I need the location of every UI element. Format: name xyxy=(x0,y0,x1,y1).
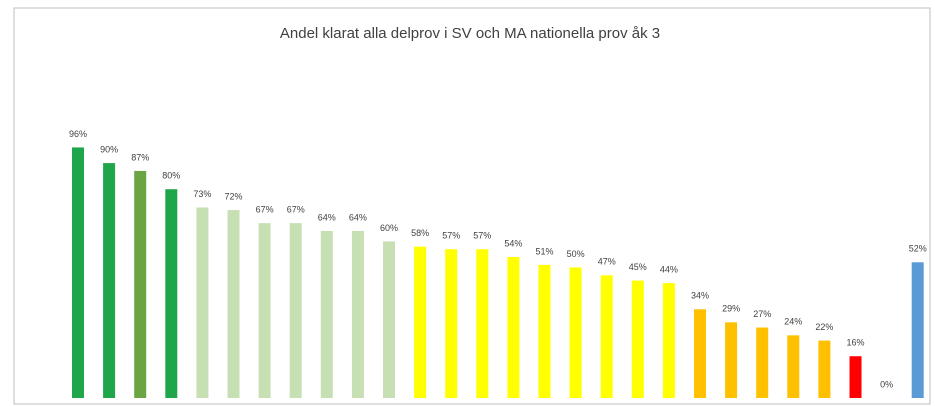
value-label: 44% xyxy=(660,265,678,275)
value-label: 22% xyxy=(815,322,833,332)
bar xyxy=(725,322,738,398)
value-label: 57% xyxy=(442,231,460,241)
bar xyxy=(258,223,271,398)
value-label: 64% xyxy=(318,212,336,222)
value-label: 16% xyxy=(846,338,864,348)
bar xyxy=(911,262,924,398)
value-label: 54% xyxy=(504,238,522,248)
bar xyxy=(351,230,364,398)
bar xyxy=(72,147,84,398)
value-label: 0% xyxy=(880,379,893,389)
value-label: 47% xyxy=(598,257,616,267)
value-label: 80% xyxy=(162,171,180,181)
value-label: 24% xyxy=(784,317,802,327)
bar xyxy=(289,223,302,398)
value-label: 64% xyxy=(349,212,367,222)
value-label: 29% xyxy=(722,304,740,314)
bar xyxy=(569,267,582,398)
value-label: 67% xyxy=(256,205,274,215)
value-label: 27% xyxy=(753,309,771,319)
value-label: 90% xyxy=(100,144,118,154)
bar xyxy=(631,280,644,398)
bar xyxy=(849,356,862,398)
bar xyxy=(383,241,395,398)
value-label: 45% xyxy=(629,262,647,272)
bar xyxy=(662,283,675,398)
value-label: 50% xyxy=(567,249,585,259)
value-label: 52% xyxy=(909,244,927,254)
value-label: 73% xyxy=(193,189,211,199)
value-label: 57% xyxy=(473,231,491,241)
bar xyxy=(507,257,520,398)
value-label: 58% xyxy=(411,228,429,238)
value-label: 51% xyxy=(535,246,553,256)
bar xyxy=(818,340,831,398)
chart-title: Andel klarat alla delprov i SV och MA na… xyxy=(280,25,660,42)
bar xyxy=(103,163,116,398)
value-label: 34% xyxy=(691,291,709,301)
value-label: 72% xyxy=(224,191,242,201)
value-label: 96% xyxy=(69,129,87,139)
bar xyxy=(600,275,613,398)
bar xyxy=(476,249,489,398)
bar xyxy=(756,327,769,398)
bar xyxy=(787,335,800,398)
bar xyxy=(196,207,209,398)
value-label: 60% xyxy=(380,223,398,233)
value-label: 67% xyxy=(287,205,305,215)
value-label: 87% xyxy=(131,152,149,162)
bar xyxy=(320,230,333,398)
bar xyxy=(227,210,240,398)
bar xyxy=(694,309,706,398)
bar xyxy=(414,246,427,398)
bar xyxy=(165,189,178,398)
bar xyxy=(134,170,147,398)
bar xyxy=(538,264,551,398)
bar xyxy=(445,249,458,398)
